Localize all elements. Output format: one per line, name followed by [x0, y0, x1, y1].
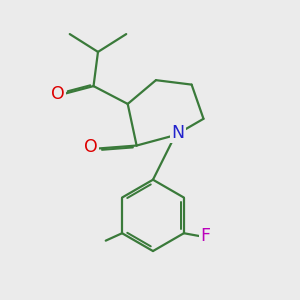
Text: N: N [171, 124, 184, 142]
Text: O: O [84, 138, 98, 156]
Text: F: F [201, 227, 211, 245]
Text: O: O [51, 85, 65, 103]
